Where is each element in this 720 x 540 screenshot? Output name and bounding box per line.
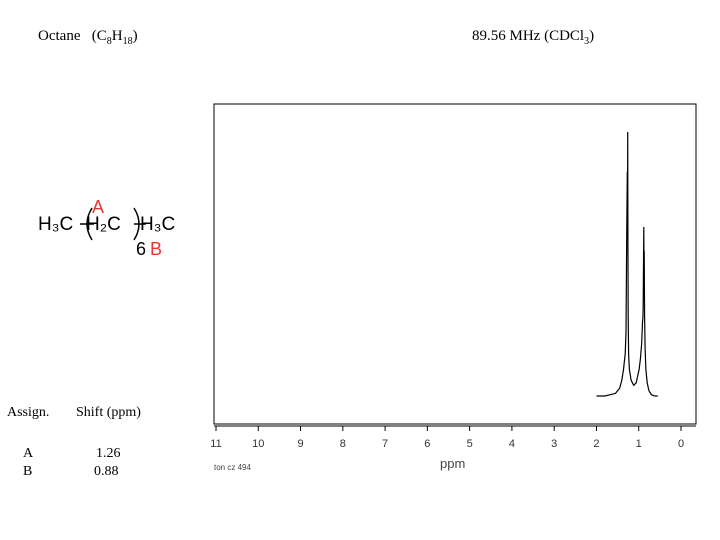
x-tick-label: 10 — [252, 438, 264, 450]
structure-left-group: H₃C — [38, 214, 73, 235]
frequency-text: 89.56 MHz (CDCl — [472, 28, 585, 44]
table-row: A 1.26 — [0, 446, 200, 463]
structure-repeat-count: 6 — [136, 239, 146, 259]
compound-name: Octane — [38, 28, 81, 44]
footer-note: ton cz 494 — [214, 463, 251, 472]
shift-cell: 1.26 — [96, 446, 121, 461]
solvent-subscript: 3 — [584, 36, 590, 47]
assign-cell: A — [23, 446, 34, 461]
formula-c-count: 8 — [106, 36, 112, 47]
x-tick-label: 4 — [509, 438, 515, 450]
compound-title: Octane (C8H18) — [38, 28, 138, 47]
shift-cell: 0.88 — [94, 464, 119, 479]
structure-middle-group: H₂C — [86, 214, 121, 235]
frequency-close: ) — [589, 28, 595, 44]
frequency-title: 89.56 MHz (CDCl3) — [472, 28, 594, 47]
x-axis-ticks: 11 10 9 8 7 6 5 4 3 2 1 0 — [210, 426, 684, 450]
assign-cell: B — [23, 464, 33, 479]
structure-diagram: H₃C A H₂C H₃C 6 B — [38, 197, 175, 259]
x-tick-label: 7 — [382, 438, 388, 450]
x-tick-label: 8 — [340, 438, 346, 450]
assign-header: Assign. — [7, 405, 50, 420]
table-row: B 0.88 — [0, 464, 200, 481]
x-tick-label: 0 — [678, 438, 684, 450]
formula-h-count: 18 — [122, 36, 133, 47]
x-tick-label: 2 — [593, 438, 599, 450]
shift-header: Shift (ppm) — [76, 405, 141, 420]
structure-label-b: B — [150, 239, 162, 259]
x-axis-label: ppm — [440, 456, 465, 471]
spectrum-series — [596, 131, 658, 397]
x-tick-label: 9 — [297, 438, 303, 450]
formula-open: (C — [91, 28, 107, 44]
spectrum-line — [596, 131, 658, 397]
formula-h: H — [111, 28, 123, 44]
x-tick-label: 1 — [636, 438, 642, 450]
structure-label-a: A — [92, 197, 104, 217]
formula-close: ) — [132, 28, 138, 44]
x-tick-label: 5 — [467, 438, 473, 450]
structure-right-group: H₃C — [140, 214, 175, 235]
x-tick-label: 11 — [210, 438, 221, 450]
x-tick-label: 6 — [424, 438, 430, 450]
x-tick-label: 3 — [551, 438, 557, 450]
plot-frame — [213, 103, 697, 425]
